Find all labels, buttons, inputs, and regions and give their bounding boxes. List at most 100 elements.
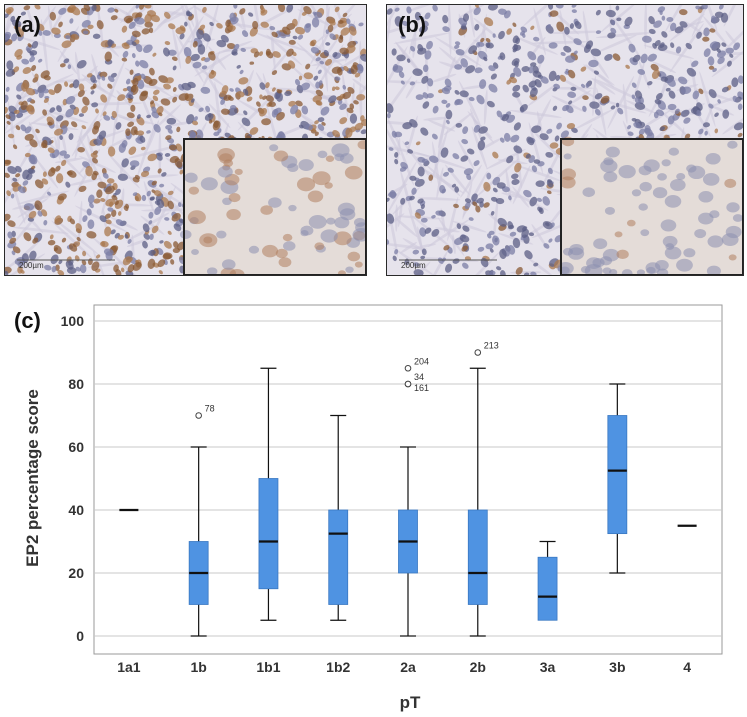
cell-nucleus [57,193,67,201]
cell-nucleus [261,118,272,126]
cell-nucleus [303,72,314,80]
cell-nucleus [692,90,700,100]
cell-nucleus [320,106,330,116]
inset-nucleus [308,214,327,229]
stroma-fiber [460,164,482,198]
cell-nucleus [91,5,97,12]
stroma-fiber [427,119,456,132]
cell-nucleus [61,40,72,49]
cell-nucleus [583,44,592,54]
cell-nucleus [151,225,159,234]
cell-nucleus [172,65,177,71]
cell-nucleus [149,67,155,76]
cell-nucleus [50,254,59,265]
stroma-fiber [61,134,67,155]
cell-nucleus [400,197,406,205]
cell-nucleus [106,178,115,184]
cell-nucleus [65,108,74,118]
cell-nucleus [143,233,150,240]
inset-nucleus [557,261,574,275]
cell-nucleus [318,80,323,86]
cell-nucleus [56,105,62,113]
stroma-fiber [575,109,614,130]
cell-nucleus [360,115,365,122]
box-3b [607,383,628,574]
cell-nucleus [24,126,32,134]
cell-nucleus [177,202,182,208]
cell-nucleus [77,89,85,98]
cell-nucleus [589,101,600,109]
cell-nucleus [338,19,344,24]
cell-nucleus [394,7,400,12]
cell-nucleus [323,49,330,57]
cell-nucleus [311,17,320,28]
cell-nucleus [97,181,107,189]
cell-nucleus [421,75,429,84]
stroma-fiber [607,75,635,129]
stroma-fiber [393,32,450,44]
cell-nucleus [654,40,661,47]
cell-nucleus [96,189,103,199]
inset-nucleus [354,261,363,268]
cell-nucleus [555,74,561,81]
cell-nucleus [63,58,70,64]
cell-nucleus [77,146,85,153]
cell-nucleus [510,134,520,143]
cell-nucleus [12,246,21,254]
inset-nucleus [339,153,354,164]
cell-nucleus [29,154,38,165]
cell-nucleus [220,99,226,105]
inset-nucleus [339,208,356,221]
cell-nucleus [387,197,390,203]
cell-nucleus [530,25,535,30]
cell-nucleus [391,130,397,138]
cell-nucleus [485,243,494,250]
cell-nucleus [199,24,206,31]
cell-nucleus [600,95,610,104]
cell-nucleus [11,33,18,42]
cell-nucleus [71,121,78,128]
cell-nucleus [58,7,67,15]
cell-nucleus [404,141,410,146]
cell-nucleus [43,98,49,104]
cell-nucleus [86,231,97,239]
cell-nucleus [582,95,589,100]
inset-nucleus [698,191,714,203]
stroma-fiber [468,5,475,38]
inset-nucleus [683,248,696,258]
cell-nucleus [253,51,260,58]
cell-nucleus [139,59,149,69]
cell-nucleus [495,198,505,205]
cell-nucleus [111,110,117,119]
stroma-fiber [447,196,459,241]
inset-nucleus [217,147,235,162]
inset-nucleus [325,155,335,162]
cell-nucleus [67,5,76,13]
cell-nucleus [486,172,492,180]
cell-nucleus [149,100,155,105]
inset-nucleus [621,269,633,275]
cell-nucleus [462,225,470,232]
cell-nucleus [462,126,469,135]
stroma-fiber [601,99,647,114]
cell-nucleus [634,102,646,110]
cell-nucleus [271,31,278,38]
cell-nucleus [547,167,553,175]
inset-nucleus [307,190,324,203]
cell-nucleus [96,20,104,30]
stroma-fiber [483,89,488,125]
inset-nucleus [317,150,328,159]
cell-nucleus [125,128,131,137]
inset-nucleus [347,251,361,262]
cell-nucleus [220,34,229,43]
cell-nucleus [334,6,340,13]
cell-nucleus [468,96,475,102]
cell-nucleus [659,126,665,132]
cell-nucleus [225,19,231,27]
y-tick-label: 80 [68,376,84,392]
cell-nucleus [105,185,115,195]
cell-nucleus [612,53,621,61]
cell-nucleus [325,29,329,34]
cell-nucleus [249,127,259,135]
cell-nucleus [554,135,560,142]
